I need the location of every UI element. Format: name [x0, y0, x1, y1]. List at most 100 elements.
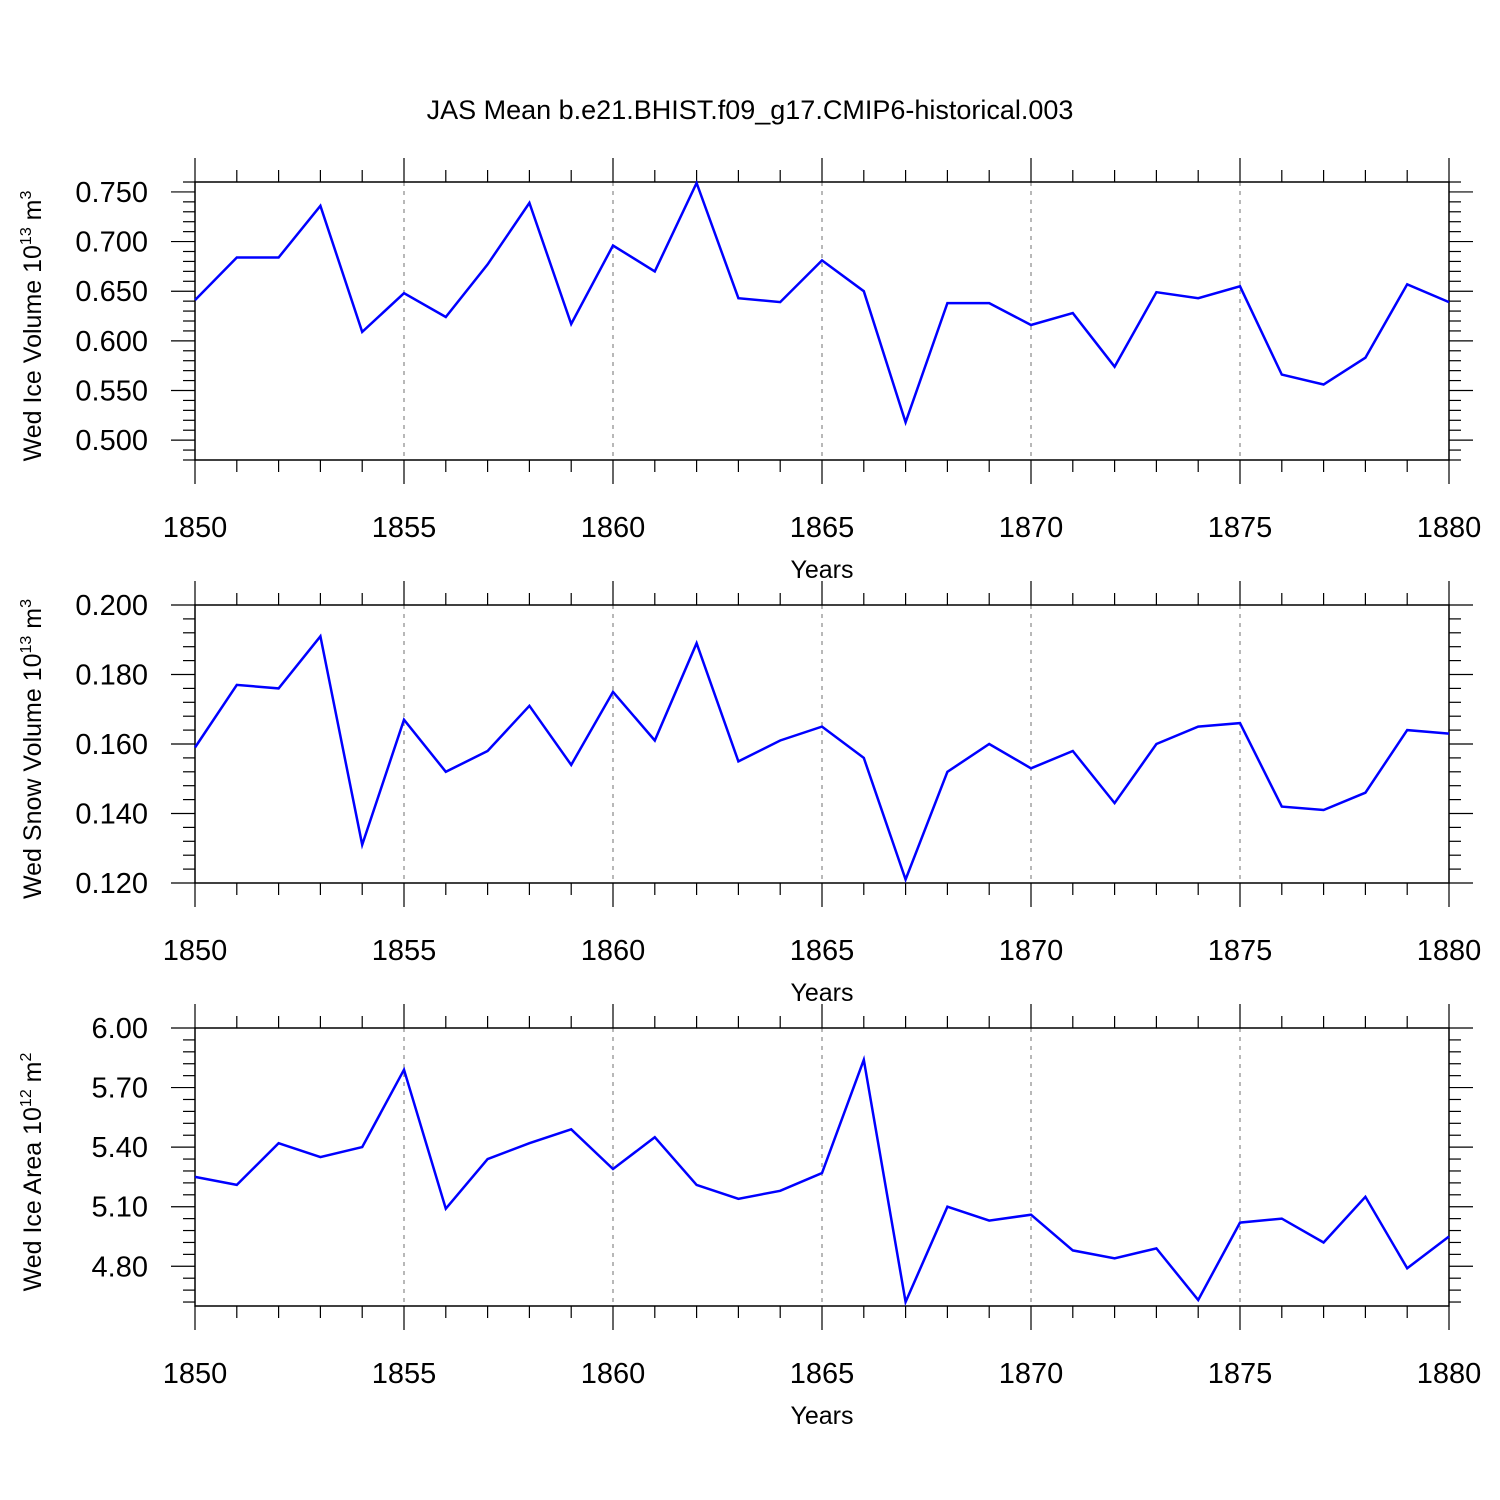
data-point [319, 1156, 321, 1158]
data-point [194, 1176, 196, 1178]
data-point [654, 739, 656, 741]
x-axis-label: Years [790, 1402, 853, 1430]
x-tick-label: 1870 [999, 935, 1064, 967]
data-point [1281, 805, 1283, 807]
x-tick-label: 1875 [1208, 1358, 1273, 1390]
y-tick-label: 0.600 [75, 326, 148, 358]
data-point [695, 642, 697, 644]
data-point [988, 743, 990, 745]
x-tick-label: 1855 [372, 512, 437, 544]
data-point [1281, 1217, 1283, 1219]
x-axis-label: Years [790, 979, 853, 1007]
data-point [946, 1206, 948, 1208]
data-point [737, 1198, 739, 1200]
data-point [236, 1184, 238, 1186]
y-tick-label: 5.70 [92, 1073, 148, 1105]
data-point [821, 259, 823, 261]
y-tick-label: 0.200 [75, 590, 148, 622]
x-tick-label: 1860 [581, 935, 646, 967]
x-tick-label: 1860 [581, 512, 646, 544]
data-point [361, 844, 363, 846]
data-point [904, 421, 906, 423]
data-point [277, 256, 279, 258]
series-line [193, 633, 1450, 884]
x-tick-label: 1880 [1417, 512, 1482, 544]
series-line [194, 179, 1450, 427]
data-point [1113, 365, 1115, 367]
data-point [737, 760, 739, 762]
data-point [1322, 1241, 1324, 1243]
chart-panel-2: 0.120 0.140 0.160 0.180 0.200 1850 1855 1860 186… [18, 581, 1481, 1007]
y-tick-label: 0.700 [75, 227, 148, 259]
x-tick-label: 1855 [372, 1358, 437, 1390]
chart-panels: 0.500 0.550 0.600 0.650 0.700 0.750 1850 1855 18… [18, 158, 1481, 1430]
data-point [1030, 767, 1032, 769]
data-point [570, 764, 572, 766]
x-tick-label: 1850 [163, 1358, 228, 1390]
x-tick-label: 1875 [1208, 935, 1273, 967]
data-point [528, 705, 530, 707]
data-point [1322, 383, 1324, 385]
data-point [1030, 324, 1032, 326]
x-tick-label: 1880 [1417, 1358, 1482, 1390]
y-tick-label: 0.750 [75, 177, 148, 209]
x-tick-label: 1850 [163, 512, 228, 544]
data-point [277, 687, 279, 689]
data-point [1072, 1249, 1074, 1251]
y-tick-label: 0.120 [75, 868, 148, 900]
series-line [194, 1054, 1450, 1307]
y-axis-label: Wed Snow Volume 1013 m3 [18, 599, 47, 899]
data-point [445, 1208, 447, 1210]
x-tick-label: 1865 [790, 1358, 855, 1390]
data-point [277, 1142, 279, 1144]
data-point [1155, 291, 1157, 293]
data-point [403, 292, 405, 294]
y-tick-label: 5.40 [92, 1132, 148, 1164]
data-point [612, 691, 614, 693]
data-point [1239, 285, 1241, 287]
data-point [1030, 1213, 1032, 1215]
chart-panel-1: 0.500 0.550 0.600 0.650 0.700 0.750 1850 1855 18… [18, 158, 1481, 584]
data-point [403, 718, 405, 720]
data-point [1406, 729, 1408, 731]
y-tick-label: 0.500 [75, 425, 148, 457]
data-point [1364, 357, 1366, 359]
data-point [361, 1146, 363, 1148]
data-point [821, 1172, 823, 1174]
data-point [1239, 1221, 1241, 1223]
y-tick-label: 5.10 [92, 1192, 148, 1224]
data-point [779, 301, 781, 303]
data-point [737, 297, 739, 299]
data-point [403, 1069, 405, 1071]
data-point [654, 1136, 656, 1138]
data-point [1072, 750, 1074, 752]
y-axis-label: Wed Ice Volume 1013 m3 [18, 190, 47, 461]
data-point [1322, 809, 1324, 811]
x-tick-label: 1870 [999, 1358, 1064, 1390]
x-tick-label: 1855 [372, 935, 437, 967]
data-point [1239, 722, 1241, 724]
data-point [695, 1184, 697, 1186]
data-point [779, 1190, 781, 1192]
y-axis-label: Wed Ice Area 1012 m2 [18, 1052, 47, 1291]
data-point [319, 635, 321, 637]
data-point [821, 725, 823, 727]
data-point [779, 739, 781, 741]
data-point [570, 323, 572, 325]
data-point [904, 878, 906, 880]
data-point [486, 1158, 488, 1160]
data-point [570, 1128, 572, 1130]
data-point [486, 263, 488, 265]
y-tick-label: 0.180 [75, 660, 148, 692]
data-point [1448, 301, 1450, 303]
data-point [1448, 1235, 1450, 1237]
data-point [946, 771, 948, 773]
data-point [988, 1219, 990, 1221]
data-point [863, 1059, 865, 1061]
data-point [1406, 1267, 1408, 1269]
data-point [1113, 1257, 1115, 1259]
x-tick-label: 1880 [1417, 935, 1482, 967]
data-point [1406, 283, 1408, 285]
data-point [1155, 1247, 1157, 1249]
